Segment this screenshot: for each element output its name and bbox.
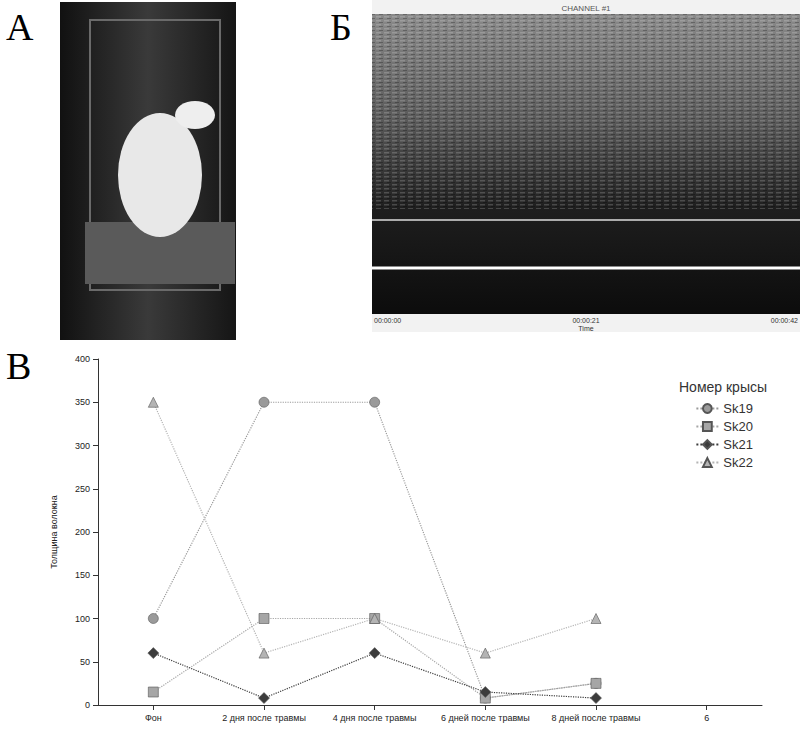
svg-text:8 дней после травмы: 8 дней после травмы: [552, 713, 641, 723]
svg-text:В: В: [6, 345, 31, 387]
svg-text:250: 250: [75, 484, 90, 494]
svg-text:6 дней после травмы: 6 дней после травмы: [441, 713, 530, 723]
svg-text:00:00:42: 00:00:42: [771, 317, 798, 324]
svg-text:Time: Time: [578, 325, 593, 332]
svg-text:400: 400: [75, 354, 90, 364]
svg-text:Номер крысы: Номер крысы: [679, 379, 767, 395]
svg-text:50: 50: [80, 657, 90, 667]
svg-text:А: А: [6, 6, 34, 48]
svg-text:350: 350: [75, 397, 90, 407]
svg-text:2 дня после травмы: 2 дня после травмы: [222, 713, 306, 723]
svg-text:Sk20: Sk20: [723, 419, 753, 434]
svg-text:Толщина волокна: Толщина волокна: [49, 495, 59, 569]
svg-text:100: 100: [75, 614, 90, 624]
svg-text:0: 0: [85, 700, 90, 710]
svg-text:200: 200: [75, 527, 90, 537]
svg-text:6: 6: [704, 713, 709, 723]
svg-text:CHANNEL #1: CHANNEL #1: [561, 4, 611, 13]
svg-text:150: 150: [75, 570, 90, 580]
svg-text:Sk21: Sk21: [723, 437, 753, 452]
svg-text:Фон: Фон: [145, 713, 162, 723]
svg-text:300: 300: [75, 441, 90, 451]
svg-text:Sk22: Sk22: [723, 455, 753, 470]
svg-text:4 дня после травмы: 4 дня после травмы: [333, 713, 417, 723]
svg-text:00:00:21: 00:00:21: [572, 317, 599, 324]
svg-text:00:00:00: 00:00:00: [374, 317, 401, 324]
svg-text:Б: Б: [330, 6, 352, 48]
svg-text:Sk19: Sk19: [723, 401, 753, 416]
